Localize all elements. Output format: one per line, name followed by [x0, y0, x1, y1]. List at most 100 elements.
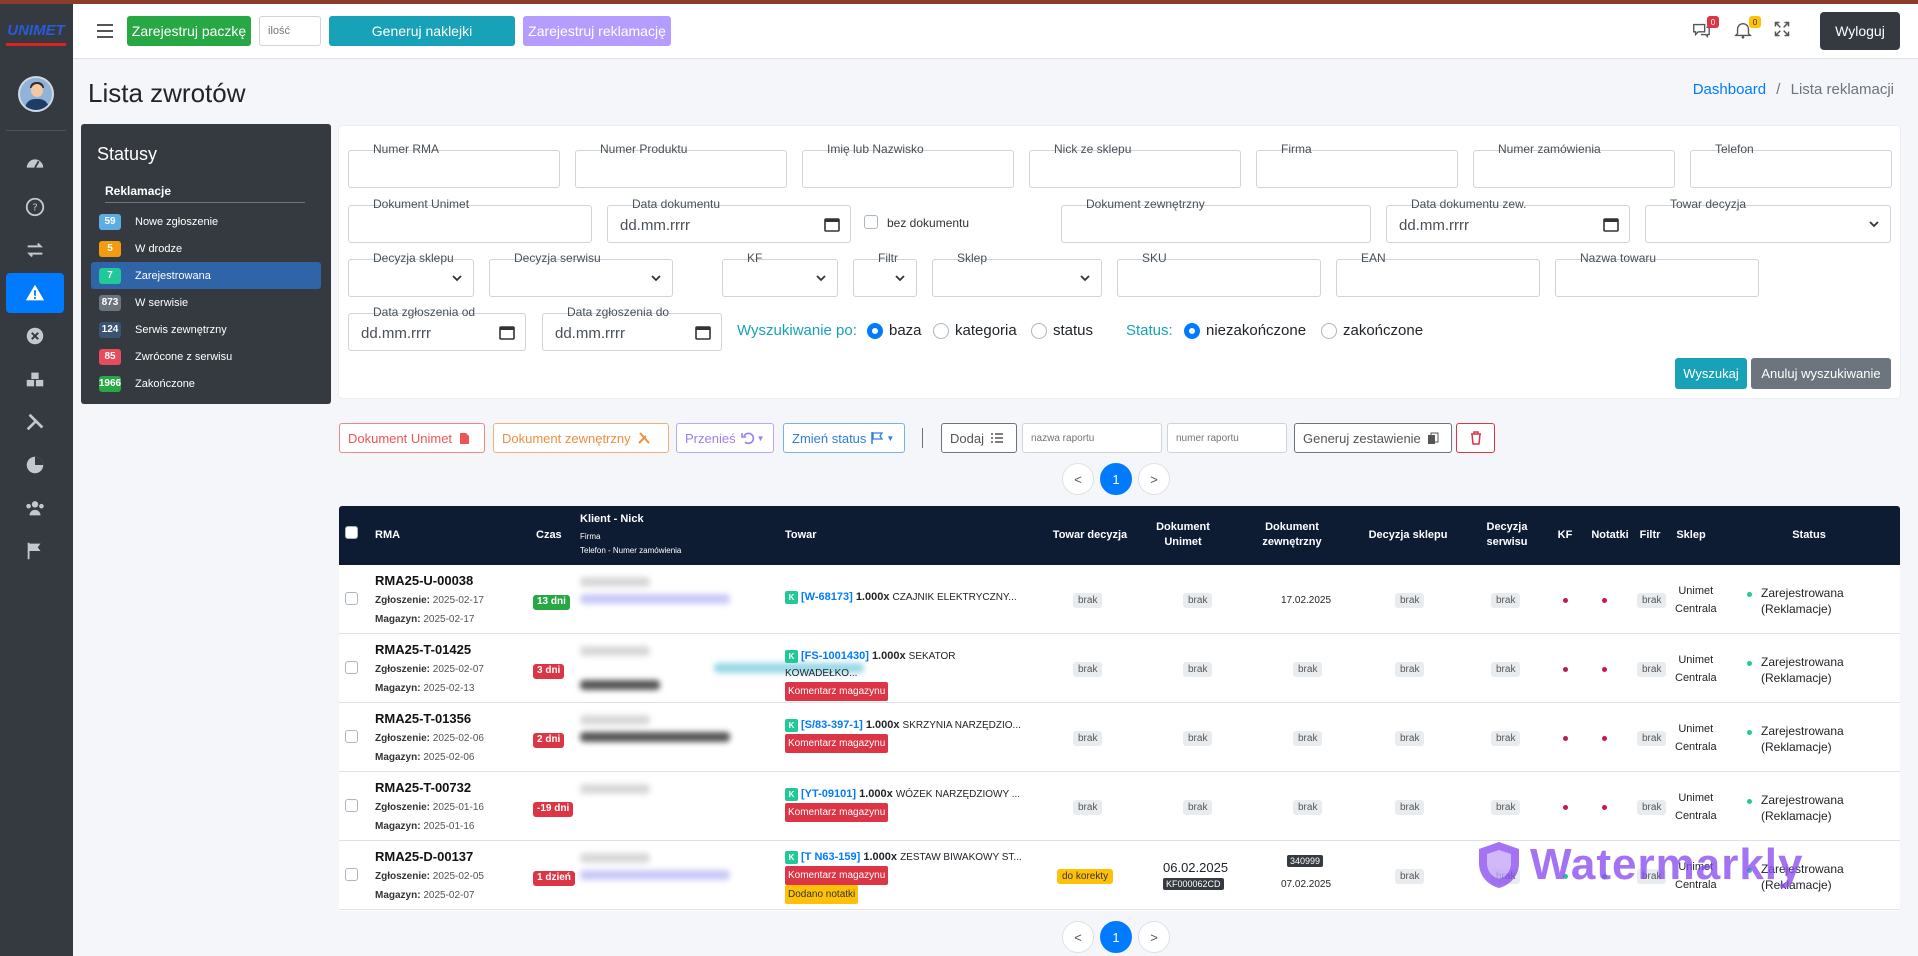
cancel-search-button[interactable]: Anuluj wyszukiwanie [1751, 358, 1891, 389]
delete-button[interactable] [1456, 423, 1495, 453]
move-button[interactable]: Przenieś ▼ [676, 423, 774, 453]
warehouse-comment-tag[interactable]: Komentarz magazynu [785, 734, 888, 753]
name-field[interactable]: Imię lub Nazwisko [802, 150, 1014, 188]
row-checkbox[interactable] [345, 661, 358, 674]
document-date-field[interactable]: Data dokumentu dd.mm.rrrr [607, 205, 851, 243]
row-checkbox[interactable] [345, 730, 358, 743]
col-dokument-unimet[interactable]: Dokument Unimet [1153, 520, 1213, 550]
external-document-number[interactable]: 340999 [1287, 855, 1323, 867]
bell-icon[interactable]: 0 [1733, 20, 1755, 42]
sidebar-item-users[interactable] [6, 488, 64, 528]
fullscreen-icon[interactable] [1773, 20, 1795, 42]
register-complaint-button[interactable]: Zarejestruj reklamację [523, 16, 671, 46]
table-row[interactable]: RMA25-U-00038 Zgłoszenie: 2025-02-17 Magaz… [339, 565, 1900, 634]
col-dokument-zewnetrzny[interactable]: Dokument zewnętrzny [1260, 520, 1324, 550]
table-row[interactable]: RMA25-T-01425 Zgłoszenie: 2025-02-07 Magaz… [339, 634, 1900, 703]
no-document-checkbox[interactable] [864, 215, 878, 229]
product-name-field[interactable]: Nazwa towaru [1555, 259, 1759, 297]
page-next-button[interactable]: > [1138, 921, 1170, 953]
status-item[interactable]: 85 Zwrócone z serwisu [91, 343, 321, 370]
change-status-button[interactable]: Zmień status ▼ [783, 423, 905, 453]
user-avatar[interactable] [18, 76, 54, 112]
page-1-button[interactable]: 1 [1100, 921, 1132, 953]
page-prev-button[interactable]: < [1062, 921, 1094, 953]
col-decyzja-serwisu[interactable]: Decyzja serwisu [1477, 520, 1537, 550]
sku-field[interactable]: SKU [1117, 259, 1321, 297]
product-sku-link[interactable]: [S/83-397-1] [801, 719, 863, 731]
status-item[interactable]: 7 Zarejestrowana [91, 262, 321, 289]
generate-labels-button[interactable]: Generuj naklejki [329, 16, 515, 46]
calendar-icon[interactable] [499, 324, 515, 340]
external-document-date-field[interactable]: Data dokumentu zew. dd.mm.rrrr [1386, 205, 1630, 243]
search-by-status-radio[interactable]: status [1031, 322, 1093, 339]
logout-button[interactable]: Wyloguj [1820, 12, 1900, 50]
external-document-button[interactable]: Dokument zewnętrzny [493, 423, 669, 453]
col-kf[interactable]: KF [1555, 528, 1575, 543]
sidebar-item-warehouse[interactable] [6, 359, 64, 399]
shop-decision-select[interactable]: Decyzja sklepu [348, 259, 474, 297]
sidebar-item-reports[interactable] [6, 445, 64, 485]
table-row[interactable]: RMA25-T-00732 Zgłoszenie: 2025-01-16 Magaz… [339, 772, 1900, 841]
col-notatki[interactable]: Notatki [1587, 528, 1633, 543]
col-klient[interactable]: Klient - Nick [580, 512, 644, 527]
filter-select[interactable]: Filtr [853, 259, 917, 297]
status-unfinished-radio[interactable]: niezakończone [1184, 322, 1306, 339]
breadcrumb-dashboard-link[interactable]: Dashboard [1693, 81, 1766, 98]
select-all-checkbox[interactable] [345, 526, 358, 539]
sidebar-item-help[interactable]: ? [6, 187, 64, 227]
col-status[interactable]: Status [1779, 528, 1839, 543]
calendar-icon[interactable] [1603, 216, 1619, 232]
col-rma[interactable]: RMA [375, 528, 400, 543]
product-sku-link[interactable]: [T N63-159] [801, 851, 860, 863]
col-sklep[interactable]: Sklep [1669, 528, 1713, 543]
warehouse-comment-tag[interactable]: Komentarz magazynu [785, 682, 888, 701]
unimet-logo[interactable]: UNIMET [6, 22, 66, 46]
notes-added-tag[interactable]: Dodano notatki [785, 885, 858, 904]
company-field[interactable]: Firma [1256, 150, 1458, 188]
unimet-document-button[interactable]: Dokument Unimet [339, 423, 485, 453]
status-item[interactable]: 1966 Zakończone [91, 370, 321, 397]
search-by-category-radio[interactable]: kategoria [933, 322, 1017, 339]
quantity-input[interactable] [259, 16, 321, 46]
sidebar-item-flags[interactable] [6, 531, 64, 571]
product-sku-link[interactable]: [W-68173] [801, 591, 853, 603]
sidebar-item-complaints[interactable] [6, 273, 64, 313]
status-item[interactable]: 59 Nowe zgłoszenie [91, 208, 321, 235]
order-number-field[interactable]: Numer zamówienia [1473, 150, 1675, 188]
shop-select[interactable]: Sklep [932, 259, 1102, 297]
col-towar[interactable]: Towar [785, 528, 817, 543]
rma-number-field[interactable]: Numer RMA [348, 150, 560, 188]
status-item[interactable]: 124 Serwis zewnętrzny [91, 316, 321, 343]
messages-icon[interactable]: 0 [1691, 20, 1713, 42]
product-sku-link[interactable]: [FS-1001430] [801, 650, 869, 662]
col-decyzja-sklepu[interactable]: Decyzja sklepu [1363, 528, 1453, 543]
report-number-input[interactable] [1167, 423, 1287, 453]
generate-summary-button[interactable]: Generuj zestawienie [1294, 423, 1452, 453]
ean-field[interactable]: EAN [1336, 259, 1540, 297]
report-name-input[interactable] [1022, 423, 1162, 453]
kf-select[interactable]: KF [722, 259, 838, 297]
product-decision-select[interactable]: Towar decyzja [1645, 205, 1891, 243]
unimet-document-field[interactable]: Dokument Unimet [348, 205, 592, 243]
table-row[interactable]: RMA25-T-01356 Zgłoszenie: 2025-02-06 Magaz… [339, 703, 1900, 772]
rma-number[interactable]: RMA25-D-00137 [375, 849, 473, 864]
register-package-button[interactable]: Zarejestruj paczkę [127, 16, 251, 46]
product-number-field[interactable]: Numer Produktu [575, 150, 787, 188]
rma-number[interactable]: RMA25-T-01356 [375, 711, 471, 726]
col-towar-decyzja[interactable]: Towar decyzja [1045, 528, 1135, 543]
rma-number[interactable]: RMA25-T-01425 [375, 642, 471, 657]
shop-nick-field[interactable]: Nick ze sklepu [1029, 150, 1241, 188]
product-sku-link[interactable]: [YT-09101] [801, 788, 856, 800]
page-next-button[interactable]: > [1138, 463, 1170, 495]
search-by-baza-radio[interactable]: baza [867, 322, 922, 339]
col-filtr[interactable]: Filtr [1635, 528, 1665, 543]
add-button[interactable]: Dodaj [941, 423, 1017, 453]
status-item[interactable]: 5 W drodze [91, 235, 321, 262]
sidebar-item-dashboard[interactable] [6, 144, 64, 184]
sidebar-item-service[interactable] [6, 402, 64, 442]
status-item[interactable]: 873 W serwisie [91, 289, 321, 316]
date-from-field[interactable]: Data zgłoszenia od dd.mm.rrrr [348, 313, 526, 351]
phone-field[interactable]: Telefon [1690, 150, 1892, 188]
service-decision-select[interactable]: Decyzja serwisu [489, 259, 673, 297]
search-button[interactable]: Wyszukaj [1675, 358, 1747, 389]
